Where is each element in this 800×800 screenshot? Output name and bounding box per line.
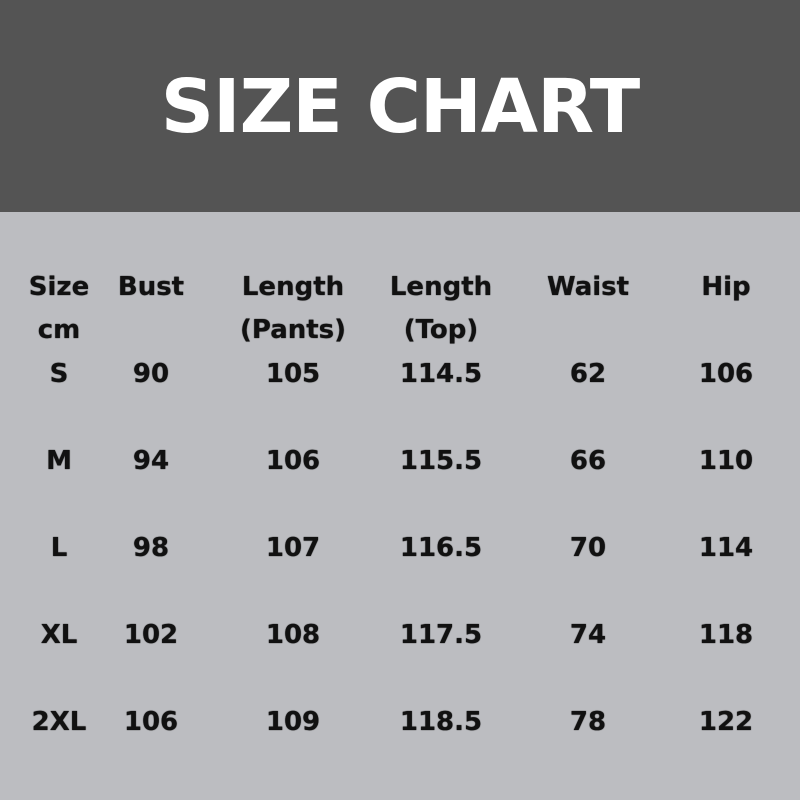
table-cell: 90 <box>132 359 170 389</box>
column-header: Bust <box>117 272 185 302</box>
table-cell: 118 <box>698 620 754 650</box>
column-header-sub: (Pants) <box>239 315 347 345</box>
table-cell: 114 <box>698 533 754 563</box>
table-cell: 78 <box>569 707 607 737</box>
table-cell: 98 <box>132 533 170 563</box>
column-header-sub: (Top) <box>403 315 479 345</box>
table-cell: 102 <box>123 620 179 650</box>
table-cell: 114.5 <box>399 359 483 389</box>
table-cell: 108 <box>265 620 321 650</box>
table-cell: 74 <box>569 620 607 650</box>
table-cell: 122 <box>698 707 754 737</box>
table-cell: 94 <box>132 446 170 476</box>
column-header: Size <box>28 272 90 302</box>
table-cell: 70 <box>569 533 607 563</box>
table-cell: 117.5 <box>399 620 483 650</box>
header-banner: SIZE CHART <box>0 0 800 212</box>
table-cell: 106 <box>123 707 179 737</box>
size-label: S <box>49 359 69 389</box>
size-label: L <box>50 533 68 563</box>
column-header: Hip <box>701 272 751 302</box>
column-header-sub: cm <box>37 315 81 345</box>
table-cell: 105 <box>265 359 321 389</box>
table-cell: 107 <box>265 533 321 563</box>
table-cell: 66 <box>569 446 607 476</box>
table-cell: 116.5 <box>399 533 483 563</box>
column-header: Length <box>241 272 345 302</box>
page-title: SIZE CHART <box>160 64 640 150</box>
table-cell: 106 <box>698 359 754 389</box>
table-cell: 118.5 <box>399 707 483 737</box>
table-cell: 106 <box>265 446 321 476</box>
size-label: 2XL <box>31 707 87 737</box>
table-cell: 115.5 <box>399 446 483 476</box>
size-label: M <box>46 446 72 476</box>
table-cell: 110 <box>698 446 754 476</box>
table-cell: 62 <box>569 359 607 389</box>
column-header: Length <box>389 272 493 302</box>
size-label: XL <box>40 620 78 650</box>
table-cell: 109 <box>265 707 321 737</box>
column-header: Waist <box>546 272 630 302</box>
